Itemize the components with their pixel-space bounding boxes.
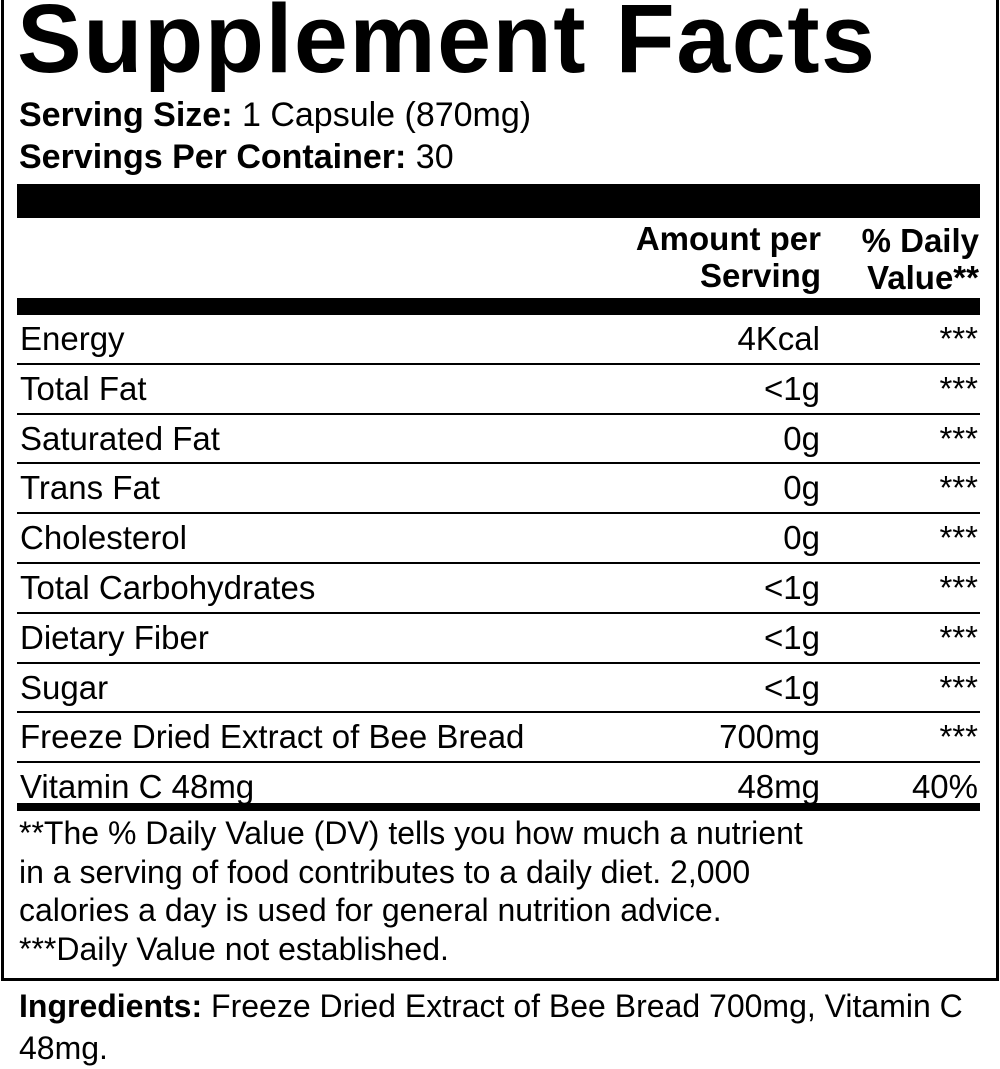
nutrient-daily-value: *** bbox=[939, 469, 978, 507]
nutrient-row: Sugar <1g *** bbox=[17, 664, 980, 714]
nutrient-name: Sugar bbox=[20, 668, 109, 706]
serving-size-label: Serving Size: bbox=[19, 96, 233, 134]
nutrient-row: Trans Fat 0g *** bbox=[17, 464, 980, 515]
bottom-divider bbox=[17, 803, 980, 811]
nutrient-name: Freeze Dried Extract of Bee Bread bbox=[20, 718, 525, 756]
nutrient-row: Energy 4Kcal *** bbox=[17, 315, 980, 365]
servings-per-container-label: Servings Per Container: bbox=[19, 138, 407, 176]
serving-size: Serving Size: 1 Capsule (870mg) bbox=[19, 95, 531, 135]
nutrient-name: Vitamin C 48mg bbox=[20, 768, 255, 806]
amount-header-line2: Serving bbox=[699, 257, 821, 294]
nutrient-daily-value: *** bbox=[939, 568, 978, 606]
footnote-line: ***Daily Value not established. bbox=[19, 930, 449, 967]
nutrient-row: Dietary Fiber <1g *** bbox=[17, 614, 980, 664]
footnote-line: **The % Daily Value (DV) tells you how m… bbox=[19, 815, 803, 851]
nutrient-row: Saturated Fat 0g *** bbox=[17, 415, 980, 465]
servings-per-container-value: 30 bbox=[406, 138, 454, 176]
panel-title: Supplement Facts bbox=[17, 0, 877, 93]
nutrient-amount: 700mg bbox=[719, 718, 820, 756]
nutrient-row: Freeze Dried Extract of Bee Bread 700mg **… bbox=[17, 713, 980, 764]
ingredients-label: Ingredients: bbox=[19, 988, 203, 1024]
nutrient-amount: 0g bbox=[783, 519, 820, 557]
footnote-line: in a serving of food contributes to a da… bbox=[19, 853, 751, 890]
nutrient-daily-value: *** bbox=[939, 519, 978, 557]
nutrient-name: Dietary Fiber bbox=[20, 618, 209, 656]
footnote-line: calories a day is used for general nutri… bbox=[19, 892, 722, 928]
nutrient-name: Total Carbohydrates bbox=[20, 568, 316, 606]
nutrient-name: Energy bbox=[20, 320, 125, 357]
nutrient-daily-value: *** bbox=[939, 320, 978, 357]
nutrient-name: Cholesterol bbox=[20, 519, 187, 557]
serving-size-value: 1 Capsule (870mg) bbox=[232, 96, 532, 134]
daily-value-header-line2: Value** bbox=[867, 259, 979, 296]
nutrient-name: Total Fat bbox=[20, 369, 147, 407]
nutrient-amount: 48mg bbox=[737, 768, 820, 806]
daily-value-header-line1: % Daily bbox=[861, 222, 979, 259]
servings-per-container: Servings Per Container: 30 bbox=[19, 137, 454, 177]
nutrient-row: Cholesterol 0g *** bbox=[17, 514, 980, 564]
nutrient-name: Saturated Fat bbox=[20, 419, 220, 457]
nutrient-row: Total Fat <1g *** bbox=[17, 365, 980, 415]
nutrient-daily-value: *** bbox=[939, 419, 978, 457]
supplement-facts-panel bbox=[1, 0, 999, 981]
nutrient-amount: <1g bbox=[764, 668, 820, 706]
amount-header-line1: Amount per bbox=[635, 220, 821, 257]
daily-value-header: % Daily Value** bbox=[862, 222, 979, 296]
nutrient-amount: <1g bbox=[764, 568, 820, 606]
nutrient-daily-value: 40% bbox=[911, 768, 978, 806]
nutrient-amount: 0g bbox=[783, 419, 820, 457]
nutrient-amount: 0g bbox=[783, 469, 820, 507]
footnotes: **The % Daily Value (DV) tells you how m… bbox=[19, 814, 803, 968]
nutrient-daily-value: *** bbox=[939, 618, 978, 656]
thick-divider bbox=[17, 184, 980, 218]
nutrient-amount: 4Kcal bbox=[737, 320, 820, 357]
nutrient-row: Vitamin C 48mg 48mg 40% bbox=[17, 763, 980, 811]
nutrient-daily-value: *** bbox=[939, 369, 978, 407]
amount-header: Amount per Serving bbox=[636, 220, 821, 294]
ingredients: Ingredients: Freeze Dried Extract of Bee… bbox=[19, 985, 989, 1069]
nutrient-table: Energy 4Kcal *** Total Fat <1g *** Saturated F… bbox=[17, 315, 980, 811]
nutrient-amount: <1g bbox=[764, 618, 820, 656]
nutrient-daily-value: *** bbox=[939, 718, 978, 756]
nutrient-daily-value: *** bbox=[939, 668, 978, 706]
nutrient-row: Total Carbohydrates <1g *** bbox=[17, 564, 980, 614]
header-divider bbox=[17, 298, 980, 315]
nutrient-amount: <1g bbox=[764, 369, 820, 407]
nutrient-name: Trans Fat bbox=[20, 469, 160, 507]
ingredients-text: Freeze Dried Extract of Bee Bread 700mg,… bbox=[19, 988, 963, 1066]
